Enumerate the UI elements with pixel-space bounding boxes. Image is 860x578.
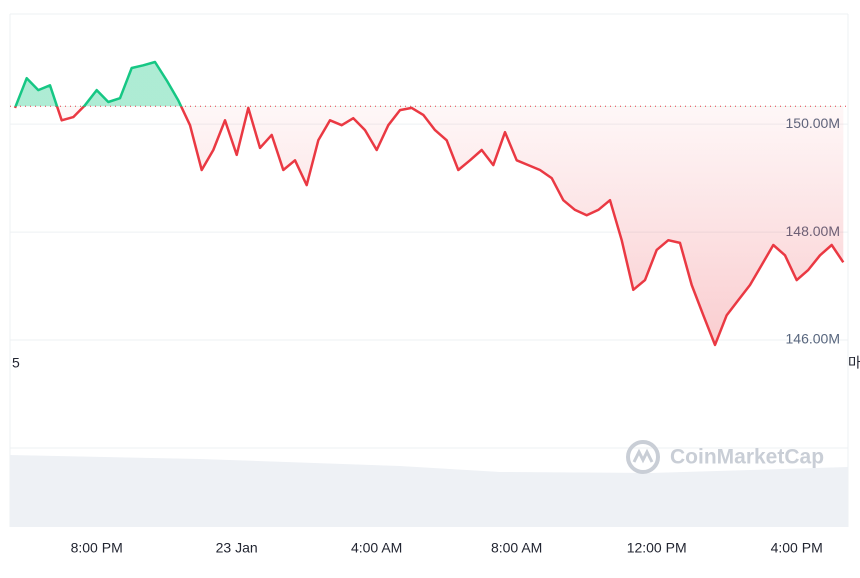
x-tick-label: 23 Jan xyxy=(216,540,258,556)
edge-label: 5 xyxy=(12,355,20,371)
price-area xyxy=(15,62,844,345)
x-tick-label: 8:00 PM xyxy=(71,540,123,556)
x-tick-label: 8:00 AM xyxy=(491,540,542,556)
y-tick-label: 146.00M xyxy=(786,331,840,347)
edge-label: 마 xyxy=(848,355,860,371)
watermark-icon xyxy=(626,440,660,474)
x-tick-label: 12:00 PM xyxy=(627,540,687,556)
x-tick-label: 4:00 PM xyxy=(771,540,823,556)
watermark-icon-mark xyxy=(632,448,654,464)
x-tick-label: 4:00 AM xyxy=(351,540,402,556)
watermark: CoinMarketCap xyxy=(626,440,824,474)
watermark-text: CoinMarketCap xyxy=(670,446,824,469)
price-line xyxy=(13,60,845,347)
